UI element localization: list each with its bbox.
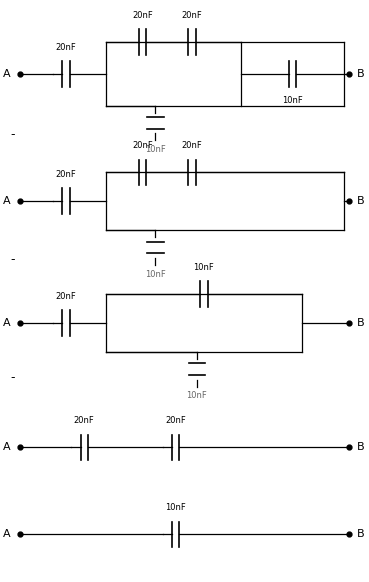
Text: B: B — [357, 529, 364, 540]
Text: -: - — [11, 253, 15, 265]
Text: 20nF: 20nF — [182, 11, 203, 20]
Text: 20nF: 20nF — [55, 292, 76, 301]
Text: A: A — [3, 529, 11, 540]
Text: 20nF: 20nF — [132, 141, 153, 150]
Text: B: B — [357, 69, 364, 79]
Text: 20nF: 20nF — [132, 11, 153, 20]
Text: 20nF: 20nF — [55, 170, 76, 179]
Text: A: A — [3, 69, 11, 79]
Text: A: A — [3, 196, 11, 206]
Text: -: - — [11, 371, 15, 384]
Text: B: B — [357, 442, 364, 452]
Text: 20nF: 20nF — [182, 141, 203, 150]
Text: A: A — [3, 318, 11, 328]
Text: 10nF: 10nF — [282, 96, 303, 105]
Text: 10nF: 10nF — [186, 391, 207, 400]
Text: B: B — [357, 196, 364, 206]
Text: 20nF: 20nF — [74, 416, 94, 425]
Text: -: - — [11, 128, 15, 141]
Text: A: A — [3, 442, 11, 452]
Text: 10nF: 10nF — [194, 263, 214, 272]
Text: 20nF: 20nF — [165, 416, 186, 425]
Text: 10nF: 10nF — [165, 503, 186, 512]
Text: 10nF: 10nF — [145, 269, 166, 279]
Text: 10nF: 10nF — [145, 145, 166, 154]
Text: 20nF: 20nF — [55, 43, 76, 52]
Text: B: B — [357, 318, 364, 328]
